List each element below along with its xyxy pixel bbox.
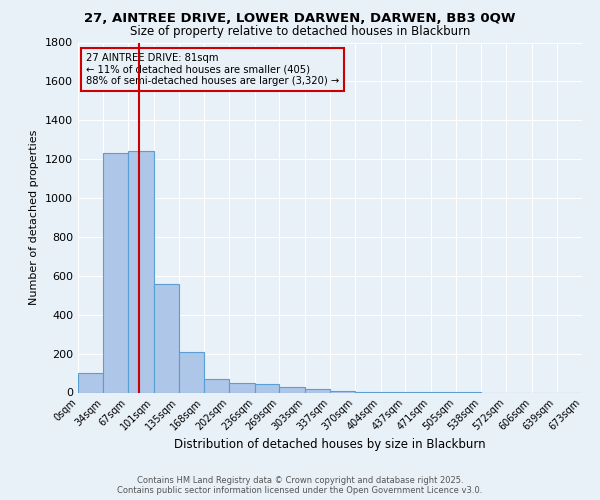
Bar: [204, 379, 229, 392]
Bar: [179, 352, 204, 393]
Text: Size of property relative to detached houses in Blackburn: Size of property relative to detached ho…: [130, 25, 470, 38]
Text: 27, AINTREE DRIVE, LOWER DARWEN, DARWEN, BB3 0QW: 27, AINTREE DRIVE, LOWER DARWEN, DARWEN,…: [84, 12, 516, 26]
Bar: [229, 383, 255, 392]
Bar: [78, 373, 103, 392]
Bar: [255, 384, 280, 392]
Bar: [103, 154, 128, 392]
Y-axis label: Number of detached properties: Number of detached properties: [29, 130, 40, 305]
X-axis label: Distribution of detached houses by size in Blackburn: Distribution of detached houses by size …: [174, 438, 486, 451]
Bar: [305, 388, 331, 392]
Bar: [280, 386, 305, 392]
Bar: [331, 390, 355, 392]
Bar: [128, 152, 154, 392]
Text: 27 AINTREE DRIVE: 81sqm
← 11% of detached houses are smaller (405)
88% of semi-d: 27 AINTREE DRIVE: 81sqm ← 11% of detache…: [86, 53, 339, 86]
Bar: [154, 284, 179, 393]
Text: Contains HM Land Registry data © Crown copyright and database right 2025.
Contai: Contains HM Land Registry data © Crown c…: [118, 476, 482, 495]
